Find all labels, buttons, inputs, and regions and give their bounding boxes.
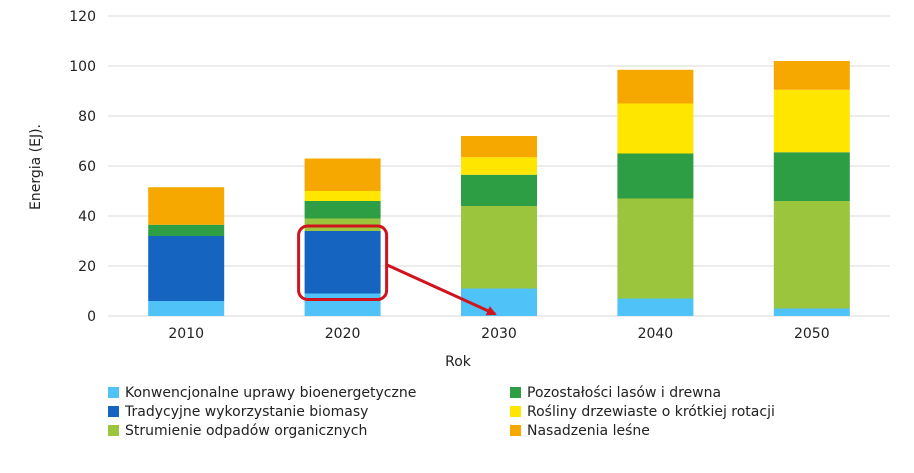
highlight-box <box>297 224 389 301</box>
y-tick-label: 80 <box>78 109 96 125</box>
legend-label: Rośliny drzewiaste o krótkiej rotacji <box>527 404 775 420</box>
bar-segment <box>773 201 850 309</box>
y-tick-label: 100 <box>69 59 96 75</box>
x-axis-ticks: 2010 2020 2030 2040 2050 <box>168 326 829 342</box>
bar-segment <box>617 103 694 154</box>
x-axis-title: Rok <box>445 354 472 370</box>
bar-segment <box>461 206 537 289</box>
legend-swatch <box>108 406 119 417</box>
bar-segment <box>773 152 850 201</box>
legend: Konwencjonalne uprawy bioenergetyczne Tra… <box>108 385 775 439</box>
bar-segment <box>148 187 225 225</box>
bar-segment <box>773 89 850 153</box>
y-tick-label: 0 <box>87 309 96 325</box>
bar-segment <box>461 288 537 316</box>
y-axis-title: Energia (EJ). <box>28 124 44 210</box>
legend-swatch <box>510 387 521 398</box>
x-tick-label: 2030 <box>481 326 517 342</box>
bar-segment <box>461 157 537 175</box>
bar-segment <box>304 158 381 191</box>
arrow <box>385 263 497 316</box>
bar-segment <box>148 236 225 301</box>
bars <box>148 61 850 316</box>
legend-item: Pozostałości lasów i drewna <box>510 385 721 401</box>
legend-label: Konwencjonalne uprawy bioenergetyczne <box>125 385 416 401</box>
bar-segment <box>617 298 694 316</box>
legend-label: Nasadzenia leśne <box>527 423 650 439</box>
legend-item: Konwencjonalne uprawy bioenergetyczne <box>108 385 416 401</box>
legend-label: Strumienie odpadów organicznych <box>125 423 367 439</box>
bar-segment <box>304 201 381 219</box>
legend-label: Tradycyjne wykorzystanie biomasy <box>124 404 368 420</box>
legend-item: Nasadzenia leśne <box>510 423 650 439</box>
legend-swatch <box>510 425 521 436</box>
bar-segment <box>461 174 537 206</box>
bar-segment <box>773 308 850 316</box>
y-tick-label: 60 <box>78 159 96 175</box>
bar-segment <box>304 293 381 316</box>
bar-segment <box>461 136 537 158</box>
y-axis-ticks: 0 20 40 60 80 100 120 <box>69 9 96 325</box>
legend-label: Pozostałości lasów i drewna <box>527 385 721 401</box>
legend-item: Tradycyjne wykorzystanie biomasy <box>108 404 368 420</box>
y-tick-label: 20 <box>78 259 96 275</box>
bar-segment <box>617 153 694 199</box>
x-tick-label: 2040 <box>638 326 674 342</box>
legend-item: Rośliny drzewiaste o krótkiej rotacji <box>510 404 775 420</box>
bar-segment <box>304 231 381 294</box>
bar-segment <box>304 191 381 201</box>
y-tick-label: 120 <box>69 9 96 25</box>
legend-swatch <box>108 387 119 398</box>
bar-segment <box>773 61 850 90</box>
bar-segment <box>617 198 694 299</box>
bar-segment <box>148 224 225 236</box>
x-tick-label: 2050 <box>794 326 830 342</box>
bar-segment <box>148 301 225 316</box>
legend-swatch <box>510 406 521 417</box>
x-tick-label: 2010 <box>168 326 204 342</box>
x-tick-label: 2020 <box>325 326 361 342</box>
legend-item: Strumienie odpadów organicznych <box>108 423 367 439</box>
y-tick-label: 40 <box>78 209 96 225</box>
legend-swatch <box>108 425 119 436</box>
bar-segment <box>617 69 694 104</box>
annotations <box>297 224 497 316</box>
